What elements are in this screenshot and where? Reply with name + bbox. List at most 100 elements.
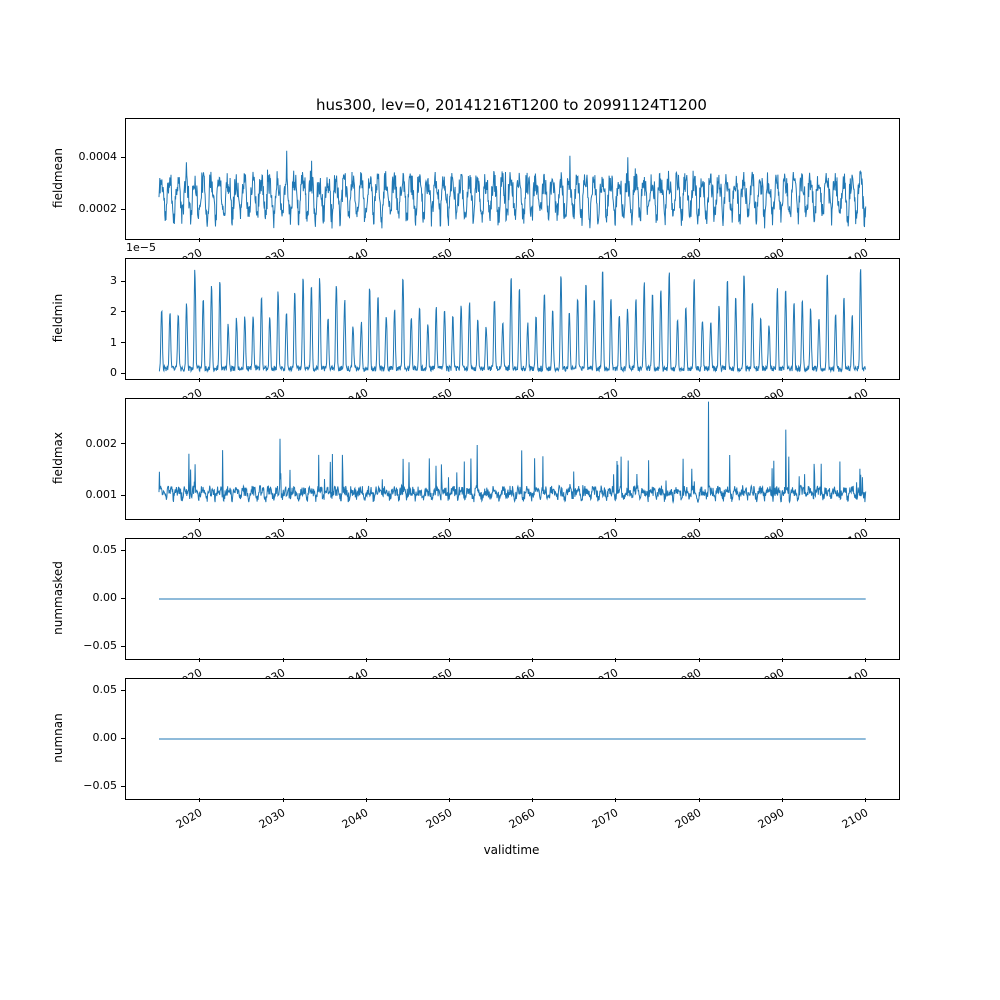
x-tick-mark	[781, 518, 783, 522]
x-tick-mark	[449, 798, 450, 802]
y-tick-mark	[121, 280, 125, 282]
x-tick-label: 2050	[423, 806, 454, 832]
y-axis-label: fieldmean	[51, 148, 65, 208]
x-axis-label: validtime	[483, 843, 540, 857]
x-tick-mark	[698, 798, 700, 802]
y-tick-mark	[121, 156, 125, 158]
x-tick-mark	[532, 798, 534, 802]
subplot-fieldmean: fieldmean 0.00020.0004202020302040205020…	[0, 118, 1000, 271]
y-tick-label: 0.0004	[78, 150, 118, 164]
y-tick-mark	[121, 372, 125, 374]
y-tick-mark	[121, 597, 125, 599]
y-tick-label: 0	[110, 366, 117, 380]
y-tick-mark	[121, 689, 125, 691]
x-tick-label: 2020	[173, 806, 205, 832]
x-tick-mark	[199, 658, 201, 662]
x-tick-mark	[698, 238, 700, 242]
y-tick-label: −0.05	[83, 779, 117, 792]
x-tick-label: 2090	[756, 806, 787, 832]
x-tick-mark	[865, 378, 867, 382]
x-tick-mark	[532, 378, 534, 382]
y-tick-label: 0.00	[92, 591, 118, 604]
x-tick-mark	[365, 658, 367, 662]
x-tick-mark	[199, 378, 201, 382]
y-tick-mark	[121, 785, 125, 787]
plot-area	[125, 678, 900, 800]
x-tick-mark	[698, 378, 700, 382]
y-tick-label: −0.05	[83, 639, 117, 652]
x-tick-label: 2100	[839, 806, 871, 832]
x-tick-mark	[615, 238, 617, 242]
subplot-fieldmin: fieldmin 1e−5 01232020203020402050206020…	[0, 241, 1000, 411]
y-tick-mark	[121, 549, 125, 551]
x-tick-mark	[365, 798, 367, 802]
y-tick-mark	[121, 494, 125, 496]
x-tick-mark	[781, 798, 783, 802]
x-tick-mark	[698, 658, 700, 662]
y-tick-mark	[121, 737, 125, 739]
series-line	[159, 738, 866, 740]
y-tick-label: 0.05	[92, 683, 118, 696]
x-tick-mark	[449, 518, 450, 522]
y-tick-label: 0.05	[92, 543, 118, 556]
x-tick-label: 2030	[256, 806, 288, 832]
x-tick-mark	[282, 378, 284, 382]
series-line	[158, 150, 867, 229]
x-tick-label: 2080	[672, 806, 704, 832]
x-tick-mark	[615, 658, 617, 662]
series-line	[158, 401, 867, 504]
x-tick-mark	[282, 658, 284, 662]
x-tick-mark	[199, 798, 201, 802]
x-tick-mark	[449, 238, 450, 242]
x-tick-mark	[532, 518, 534, 522]
x-tick-mark	[865, 518, 867, 522]
x-tick-mark	[449, 378, 450, 382]
y-tick-label: 3	[110, 274, 117, 288]
y-tick-mark	[121, 645, 125, 647]
x-tick-mark	[449, 658, 450, 662]
x-tick-mark	[365, 518, 367, 522]
subplot-nummasked: nummasked −0.050.000.0520202030204020502…	[0, 538, 1000, 691]
x-tick-mark	[199, 518, 201, 522]
subplot-numnan: numnan −0.05 0.00 0.05 2020 2030 2040 2050 2060…	[0, 678, 1000, 831]
x-tick-mark	[282, 798, 284, 802]
x-tick-mark	[282, 238, 284, 242]
y-tick-label: 2	[110, 304, 117, 318]
x-tick-mark	[781, 378, 783, 382]
series-line	[158, 269, 867, 374]
x-tick-mark	[615, 798, 617, 802]
x-tick-mark	[781, 658, 783, 662]
y-tick-mark	[121, 342, 125, 344]
x-tick-mark	[365, 378, 367, 382]
plot-area	[125, 258, 900, 380]
x-tick-mark	[199, 238, 201, 242]
x-tick-mark	[532, 658, 534, 662]
axis-offset-label: 1e−5	[126, 241, 156, 254]
x-tick-mark	[365, 238, 367, 242]
y-tick-label: 0.0002	[78, 202, 118, 216]
plot-area	[125, 118, 900, 240]
x-tick-label: 2060	[506, 806, 538, 832]
x-tick-mark	[781, 238, 783, 242]
x-tick-mark	[282, 518, 284, 522]
x-tick-mark	[615, 518, 617, 522]
x-tick-mark	[532, 238, 534, 242]
y-tick-mark	[121, 208, 125, 210]
y-tick-mark	[121, 311, 125, 313]
x-tick-label: 2070	[589, 806, 621, 832]
y-tick-label: 0.001	[85, 488, 118, 502]
y-tick-mark	[121, 443, 125, 445]
x-tick-label: 2040	[340, 806, 371, 832]
plot-area	[125, 538, 900, 660]
y-tick-label: 0.00	[92, 731, 118, 744]
x-tick-mark	[615, 378, 617, 382]
y-tick-label: 0.002	[85, 436, 118, 450]
y-tick-label: 1	[110, 335, 117, 349]
x-tick-mark	[865, 798, 867, 802]
figure-title: hus300, lev=0, 20141216T1200 to 20991124…	[316, 96, 707, 114]
x-tick-mark	[698, 518, 700, 522]
x-tick-mark	[865, 658, 867, 662]
plot-area	[125, 398, 900, 520]
series-line	[159, 598, 866, 600]
